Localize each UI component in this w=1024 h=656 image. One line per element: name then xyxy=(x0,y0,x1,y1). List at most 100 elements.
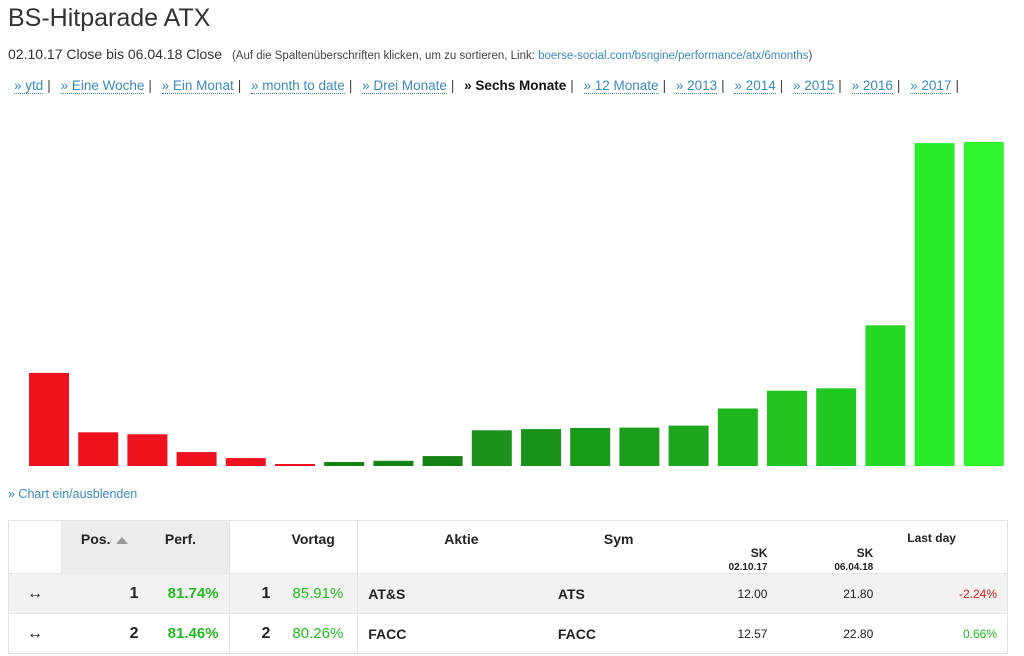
period-separator: | xyxy=(570,78,574,93)
header-sym[interactable]: Sym xyxy=(603,531,634,547)
table-row[interactable]: ↔ 1 81.74% 1 85.91% AT&S ATS 12.00 21.80… xyxy=(9,573,1007,613)
period-month-to-date[interactable]: » month to date xyxy=(250,78,345,94)
period-2017[interactable]: » 2017 xyxy=(910,78,952,94)
period-three-months[interactable]: » Drei Monate xyxy=(362,78,447,94)
chart-bar[interactable] xyxy=(619,427,660,466)
chart-bar[interactable] xyxy=(176,452,217,466)
performance: 81.46% xyxy=(167,625,219,642)
close-end: 22.80 xyxy=(843,626,874,641)
period-separator: | xyxy=(838,78,842,93)
vortag-position: 2 xyxy=(261,624,271,642)
period-month[interactable]: » Ein Monat xyxy=(161,78,234,94)
chart-bar[interactable] xyxy=(963,142,1004,466)
chart-bar[interactable] xyxy=(717,408,758,467)
period-separator: | xyxy=(450,78,455,93)
period-separator: | xyxy=(237,78,242,93)
ranking-table: Pos. Perf. Vortag Aktie Sym SK 02.10.17 … xyxy=(8,520,1008,654)
sort-ascending-icon xyxy=(116,536,129,544)
pos-perf-cell: 1 81.74% xyxy=(61,574,229,613)
table-row[interactable]: ↔ 2 81.46% 2 80.26% FACC FACC 12.57 22.8… xyxy=(9,613,1007,653)
header-trend xyxy=(9,521,61,573)
header-pos-label: Pos. xyxy=(80,531,111,547)
trend-unchanged-icon: ↔ xyxy=(26,624,43,642)
chart-bar[interactable] xyxy=(816,388,857,466)
header-pos-perf: Pos. Perf. xyxy=(60,521,229,573)
stock-name[interactable]: FACC xyxy=(368,625,407,642)
chart-bar[interactable] xyxy=(767,390,807,466)
period-separator: | xyxy=(348,78,353,93)
vortag-position: 1 xyxy=(261,584,271,602)
table-header-row: Pos. Perf. Vortag Aktie Sym SK 02.10.17 … xyxy=(9,521,1007,573)
period-twelve-months[interactable]: » 12 Monate xyxy=(583,78,659,94)
period-separator: | xyxy=(721,78,725,93)
header-sk-start-label: SK xyxy=(750,546,768,560)
header-sk-end-date: 06.04.18 xyxy=(834,562,874,573)
chart-bar[interactable] xyxy=(668,425,709,466)
chart-bar[interactable] xyxy=(865,325,906,466)
header-pos[interactable]: Pos. xyxy=(81,531,129,547)
header-aktie-cell: Aktie xyxy=(358,521,558,573)
chart-bar[interactable] xyxy=(275,464,315,466)
period-2015[interactable]: » 2015 xyxy=(793,78,835,94)
vortag-cell: 2 80.26% xyxy=(228,614,359,653)
chart-bar[interactable] xyxy=(225,458,266,466)
header-last-day[interactable]: Last day xyxy=(907,531,956,545)
chart-bar[interactable] xyxy=(373,460,414,466)
chart-bar[interactable] xyxy=(78,432,119,466)
header-sk-end-label: SK xyxy=(856,546,874,560)
position: 1 xyxy=(129,584,139,602)
sort-hint: (Auf die Spaltenüberschriften klicken, u… xyxy=(232,50,812,62)
chart-bar[interactable] xyxy=(422,456,463,466)
header-sym-cell: Sym xyxy=(558,521,668,573)
close-start: 12.00 xyxy=(737,586,768,601)
chart-bar[interactable] xyxy=(29,372,69,466)
period-separator: | xyxy=(662,78,667,93)
period-six-months-active: » Sechs Monate xyxy=(464,78,567,93)
header-sk-end[interactable]: SK 06.04.18 xyxy=(767,521,873,573)
vortag-cell: 1 85.91% xyxy=(228,574,359,613)
chart-bar[interactable] xyxy=(127,434,168,466)
last-day-change: 0.66% xyxy=(962,626,997,641)
header-perf[interactable]: Perf. xyxy=(164,531,197,547)
chart-bar[interactable] xyxy=(324,462,365,466)
period-2014[interactable]: » 2014 xyxy=(734,78,776,94)
period-separator: | xyxy=(779,78,784,93)
period-ytd[interactable]: » ytd xyxy=(14,78,44,94)
pos-perf-cell: 2 81.46% xyxy=(61,614,229,653)
chart-bar[interactable] xyxy=(570,427,611,466)
last-day-change: -2.24% xyxy=(958,586,997,601)
close-start: 12.57 xyxy=(737,626,768,641)
period-week[interactable]: » Eine Woche xyxy=(60,78,145,94)
permalink[interactable]: boerse-social.com/bsngine/performance/at… xyxy=(538,50,809,62)
close-end: 21.80 xyxy=(843,586,874,601)
trend-unchanged-icon: ↔ xyxy=(26,584,43,602)
period-2016[interactable]: » 2016 xyxy=(851,78,893,94)
vortag-performance: 80.26% xyxy=(292,625,344,642)
stock-symbol: FACC xyxy=(557,625,597,642)
chart-bar[interactable] xyxy=(521,429,561,466)
header-sk-start-date: 02.10.17 xyxy=(728,562,768,573)
header-vortag-cell: Vortag xyxy=(228,521,359,573)
period-separator: | xyxy=(47,78,51,93)
header-aktie[interactable]: Aktie xyxy=(444,531,479,547)
period-nav: » ytd | » Eine Woche | » Ein Monat | » mont… xyxy=(14,78,965,94)
hint-prefix: (Auf die Spaltenüberschriften klicken, u… xyxy=(231,50,539,62)
chart-bar[interactable] xyxy=(914,143,955,466)
period-separator: | xyxy=(148,78,152,93)
period-separator: | xyxy=(896,78,901,93)
position: 2 xyxy=(129,624,139,642)
header-sk-start[interactable]: SK 02.10.17 xyxy=(668,521,768,573)
stock-name[interactable]: AT&S xyxy=(368,585,406,602)
page-title: BS-Hitparade ATX xyxy=(8,4,211,32)
chart-toggle-link[interactable]: » Chart ein/ausblenden xyxy=(8,487,138,501)
vortag-performance: 85.91% xyxy=(292,585,344,602)
header-vortag[interactable]: Vortag xyxy=(291,531,335,547)
performance-bar-chart xyxy=(29,142,1004,467)
period-2013[interactable]: » 2013 xyxy=(675,78,718,94)
header-last-cell: Last day xyxy=(873,521,1007,573)
hint-suffix: ) xyxy=(808,50,813,62)
period-separator: | xyxy=(955,78,959,93)
performance: 81.74% xyxy=(167,585,219,602)
stock-symbol: ATS xyxy=(557,585,585,602)
chart-bar[interactable] xyxy=(471,430,512,466)
